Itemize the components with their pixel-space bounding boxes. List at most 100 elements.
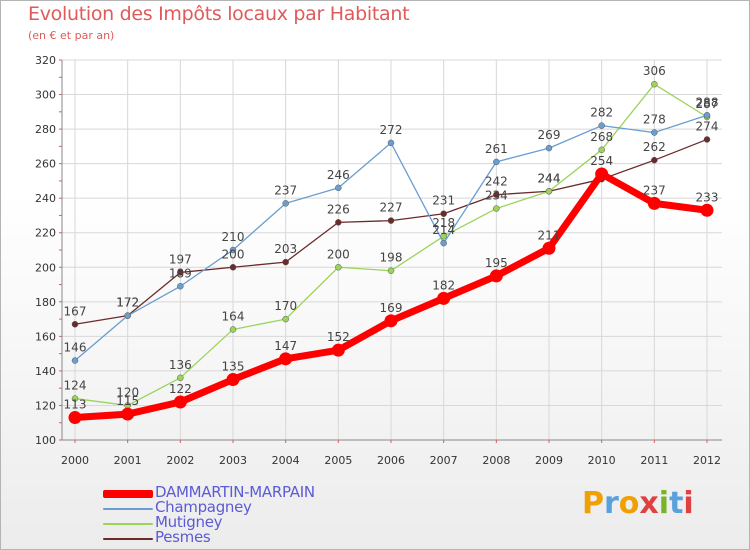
data-point	[71, 357, 79, 364]
data-point	[542, 241, 556, 255]
data-point	[229, 246, 237, 254]
data-label: 170	[274, 299, 297, 313]
data-point	[493, 158, 500, 166]
logo-letter: i	[683, 486, 694, 521]
data-label: 169	[380, 301, 403, 315]
data-point	[545, 188, 553, 195]
data-label: 227	[380, 201, 403, 215]
y-tick-label: 180	[35, 296, 56, 309]
data-label: 269	[538, 128, 561, 142]
x-tick-label: 2010	[588, 454, 616, 467]
data-point	[229, 264, 237, 271]
data-point	[440, 210, 447, 217]
legend-label: Mutigney	[155, 513, 223, 531]
data-label: 147	[274, 339, 297, 353]
data-point	[226, 373, 240, 387]
data-point	[440, 239, 447, 247]
data-label: 231	[432, 194, 455, 208]
data-label: 182	[432, 278, 455, 292]
x-tick-label: 2011	[640, 454, 668, 467]
y-tick-label: 260	[35, 158, 56, 171]
x-tick-label: 2005	[324, 454, 352, 467]
y-tick-label: 120	[35, 399, 56, 412]
data-point	[177, 283, 184, 290]
data-point	[387, 267, 395, 274]
data-label: 272	[380, 123, 403, 137]
data-label: 233	[696, 190, 719, 204]
x-tick-label: 2008	[482, 454, 510, 467]
data-point	[545, 144, 553, 152]
data-label: 124	[64, 379, 87, 393]
data-point	[651, 129, 658, 136]
data-point	[647, 196, 661, 210]
data-label: 226	[327, 202, 350, 216]
data-label: 237	[274, 183, 297, 197]
data-point	[703, 112, 711, 119]
data-label: 115	[116, 394, 139, 408]
data-label: 152	[327, 330, 350, 344]
data-point	[173, 395, 187, 409]
data-label: 172	[116, 296, 139, 310]
legend-swatch	[103, 508, 153, 510]
data-label: 146	[64, 341, 87, 355]
data-label: 261	[485, 142, 508, 156]
x-tick-label: 2000	[61, 454, 89, 467]
data-label: 210	[222, 230, 245, 244]
logo-letter: i	[658, 486, 670, 521]
logo-letter: x	[639, 486, 659, 521]
data-point	[384, 314, 398, 328]
data-label: 287	[696, 97, 719, 111]
data-point	[71, 321, 79, 328]
legend-label: Champagney	[155, 498, 252, 516]
data-label: 172	[116, 296, 139, 310]
data-label: 274	[696, 119, 719, 133]
data-label: 234	[485, 189, 508, 203]
x-tick-label: 2012	[693, 454, 721, 467]
logo-letter: P	[582, 486, 604, 521]
legend-swatch	[103, 523, 153, 525]
x-tick-label: 2007	[430, 454, 458, 467]
data-label: 278	[643, 113, 666, 127]
data-label: 195	[485, 256, 508, 270]
data-label: 122	[169, 382, 192, 396]
y-tick-label: 220	[35, 227, 56, 240]
data-label: 244	[538, 171, 561, 185]
data-point	[229, 326, 237, 333]
data-point	[493, 191, 500, 198]
data-label: 262	[643, 140, 666, 154]
data-label: 254	[590, 154, 613, 168]
data-label: 288	[696, 95, 719, 109]
data-point	[651, 80, 658, 88]
data-label: 198	[380, 251, 403, 265]
data-point	[68, 411, 82, 425]
data-label: 197	[169, 252, 192, 266]
y-tick-label: 240	[35, 192, 56, 205]
data-label: 113	[64, 398, 87, 412]
data-label: 218	[432, 216, 455, 230]
data-label: 211	[538, 228, 561, 242]
data-point	[335, 264, 342, 271]
data-label: 306	[643, 64, 666, 78]
data-point	[282, 315, 289, 323]
data-label: 120	[116, 385, 139, 399]
data-label: 237	[643, 183, 666, 197]
data-label: 164	[222, 309, 245, 323]
logo-letter: t	[669, 486, 684, 521]
x-tick-label: 2006	[377, 454, 405, 467]
y-tick-label: 280	[35, 123, 56, 136]
data-point	[598, 122, 605, 129]
data-label: 282	[590, 106, 613, 120]
y-tick-label: 140	[35, 365, 56, 378]
y-tick-label: 300	[35, 89, 56, 102]
data-point	[598, 146, 605, 154]
data-label: 136	[169, 358, 192, 372]
data-point	[437, 291, 451, 305]
y-tick-label: 160	[35, 330, 56, 343]
x-tick-label: 2009	[535, 454, 563, 467]
data-point	[71, 395, 79, 402]
data-label: 189	[169, 266, 192, 280]
x-tick-label: 2002	[166, 454, 194, 467]
legend-label: DAMMARTIN-MARPAIN	[155, 483, 315, 501]
